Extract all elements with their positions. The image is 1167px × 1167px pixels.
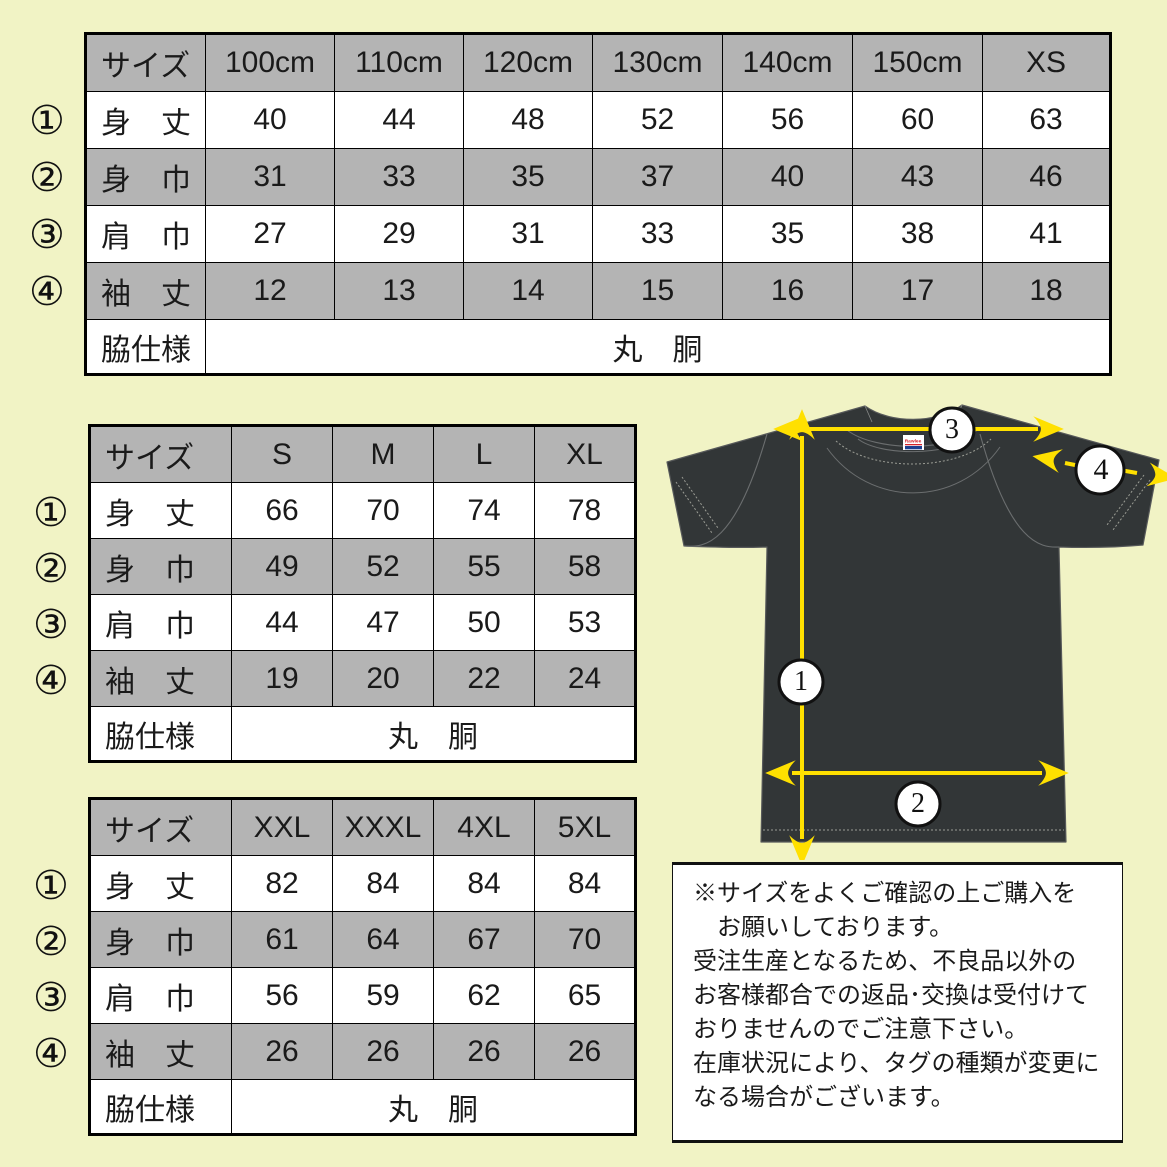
svg-text:1: 1 — [794, 666, 808, 697]
svg-text:Rawlee: Rawlee — [905, 439, 922, 445]
svg-text:4: 4 — [1094, 453, 1109, 486]
svg-text:2: 2 — [911, 788, 925, 819]
svg-text:3: 3 — [945, 414, 959, 445]
